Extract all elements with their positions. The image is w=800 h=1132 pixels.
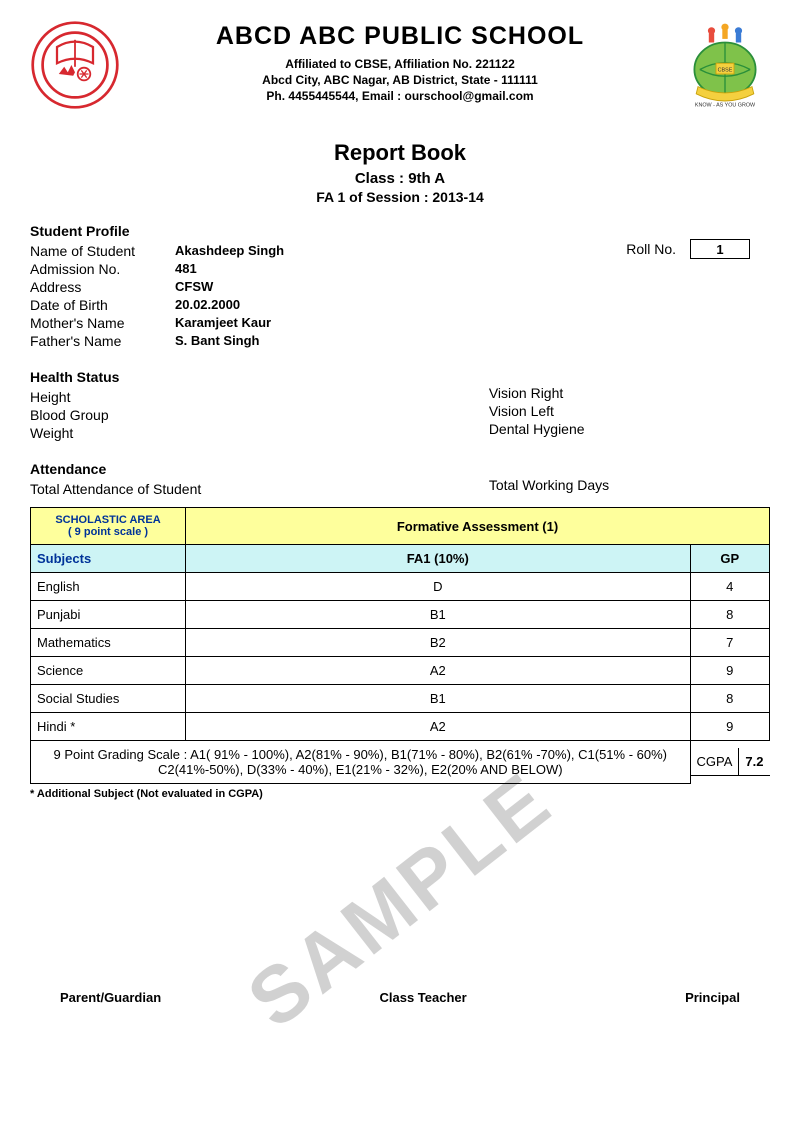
gp-cell: 9 (690, 657, 769, 685)
grading-scale-row: 9 Point Grading Scale : A1( 91% - 100%),… (31, 741, 770, 784)
profile-mother-value: Karamjeet Kaur (175, 315, 271, 331)
health-height: Height (30, 389, 400, 405)
subject-cell: Punjabi (31, 601, 186, 629)
signature-parent: Parent/Guardian (60, 990, 161, 1005)
signature-teacher: Class Teacher (380, 990, 467, 1005)
cgpa-value: 7.2 (739, 748, 770, 776)
profile-address-label: Address (30, 279, 175, 295)
grade-cell: D (186, 573, 691, 601)
gp-header: GP (690, 545, 769, 573)
table-row: Social StudiesB18 (31, 685, 770, 713)
profile-admission-value: 481 (175, 261, 197, 277)
formative-assessment-header: Formative Assessment (1) (186, 508, 770, 545)
signature-row: Parent/Guardian Class Teacher Principal (30, 990, 770, 1005)
table-header-row-1: SCHOLASTIC AREA ( 9 point scale ) Format… (31, 508, 770, 545)
grade-cell: B1 (186, 685, 691, 713)
profile-dob-value: 20.02.2000 (175, 297, 240, 313)
grading-scale-line1: 9 Point Grading Scale : A1( 91% - 100%),… (54, 747, 667, 762)
health-vision-left: Vision Left (489, 403, 770, 419)
school-logo-right: CBSE KNOW - AS YOU GROW (680, 20, 770, 110)
gp-cell: 9 (690, 713, 769, 741)
grade-cell: B1 (186, 601, 691, 629)
grade-cell: A2 (186, 657, 691, 685)
grade-cell: B2 (186, 629, 691, 657)
school-name: ABCD ABC PUBLIC SCHOOL (128, 22, 672, 51)
scholastic-area-header: SCHOLASTIC AREA ( 9 point scale ) (31, 508, 186, 545)
additional-subject-note: * Additional Subject (Not evaluated in C… (30, 788, 770, 800)
student-profile-block: Student Profile Name of Student Akashdee… (30, 219, 770, 351)
subject-cell: English (31, 573, 186, 601)
table-row: EnglishD4 (31, 573, 770, 601)
roll-number-box: Roll No. 1 (626, 239, 750, 259)
subject-cell: Mathematics (31, 629, 186, 657)
table-header-row-2: Subjects FA1 (10%) GP (31, 545, 770, 573)
health-block: Health Status Height Blood Group Weight … (30, 365, 770, 443)
grading-scale-line2: C2(41%-50%), D(33% - 40%), E1(21% - 32%)… (158, 762, 563, 777)
school-logo-left (30, 20, 120, 110)
profile-father-value: S. Bant Singh (175, 333, 260, 349)
profile-father-label: Father's Name (30, 333, 175, 349)
gp-cell: 8 (690, 601, 769, 629)
gp-cell: 7 (690, 629, 769, 657)
grades-table: SCHOLASTIC AREA ( 9 point scale ) Format… (30, 507, 770, 784)
attendance-heading: Attendance (30, 461, 400, 477)
profile-father-row: Father's Name S. Bant Singh (30, 333, 626, 349)
profile-mother-label: Mother's Name (30, 315, 175, 331)
profile-admission-label: Admission No. (30, 261, 175, 277)
subject-cell: Science (31, 657, 186, 685)
health-dental: Dental Hygiene (489, 421, 770, 437)
attendance-block: Attendance Total Attendance of Student T… (30, 457, 770, 499)
gp-cell: 4 (690, 573, 769, 601)
health-weight: Weight (30, 425, 400, 441)
scholastic-area-line1: SCHOLASTIC AREA (55, 514, 160, 526)
profile-name-label: Name of Student (30, 243, 175, 259)
report-page: ABCD ABC PUBLIC SCHOOL Affiliated to CBS… (0, 0, 800, 1025)
header-text-block: ABCD ABC PUBLIC SCHOOL Affiliated to CBS… (120, 20, 680, 105)
profile-dob-row: Date of Birth 20.02.2000 (30, 297, 626, 313)
fa1-header: FA1 (10%) (186, 545, 691, 573)
cgpa-label: CGPA (691, 748, 739, 776)
class-line: Class : 9th A (30, 170, 770, 187)
profile-mother-row: Mother's Name Karamjeet Kaur (30, 315, 626, 331)
affiliation-line: Affiliated to CBSE, Affiliation No. 2211… (128, 57, 672, 71)
cgpa-cell: CGPA 7.2 (690, 741, 769, 784)
student-profile-heading: Student Profile (30, 223, 626, 239)
svg-text:CBSE: CBSE (718, 67, 733, 73)
session-line: FA 1 of Session : 2013-14 (30, 189, 770, 205)
table-row: Hindi *A29 (31, 713, 770, 741)
attendance-working-days: Total Working Days (489, 477, 770, 493)
grading-scale-text: 9 Point Grading Scale : A1( 91% - 100%),… (31, 741, 691, 784)
table-row: MathematicsB27 (31, 629, 770, 657)
address-line: Abcd City, ABC Nagar, AB District, State… (128, 73, 672, 87)
profile-dob-label: Date of Birth (30, 297, 175, 313)
profile-name-row: Name of Student Akashdeep Singh (30, 243, 626, 259)
profile-name-value: Akashdeep Singh (175, 243, 284, 259)
subject-cell: Social Studies (31, 685, 186, 713)
profile-admission-row: Admission No. 481 (30, 261, 626, 277)
profile-address-row: Address CFSW (30, 279, 626, 295)
scholastic-area-line2: ( 9 point scale ) (68, 526, 148, 538)
roll-value: 1 (690, 239, 750, 259)
health-blood: Blood Group (30, 407, 400, 423)
contact-line: Ph. 4455445544, Email : ourschool@gmail.… (128, 89, 672, 103)
svg-text:KNOW - AS YOU GROW: KNOW - AS YOU GROW (695, 102, 756, 108)
grade-cell: A2 (186, 713, 691, 741)
header: ABCD ABC PUBLIC SCHOOL Affiliated to CBS… (30, 20, 770, 110)
gp-cell: 8 (690, 685, 769, 713)
attendance-total-student: Total Attendance of Student (30, 481, 400, 497)
subject-cell: Hindi * (31, 713, 186, 741)
profile-address-value: CFSW (175, 279, 213, 295)
health-vision-right: Vision Right (489, 385, 770, 401)
report-title: Report Book (30, 140, 770, 166)
table-row: ScienceA29 (31, 657, 770, 685)
subjects-header: Subjects (31, 545, 186, 573)
table-row: PunjabiB18 (31, 601, 770, 629)
health-heading: Health Status (30, 369, 400, 385)
roll-label: Roll No. (626, 241, 676, 257)
signature-principal: Principal (685, 990, 740, 1005)
